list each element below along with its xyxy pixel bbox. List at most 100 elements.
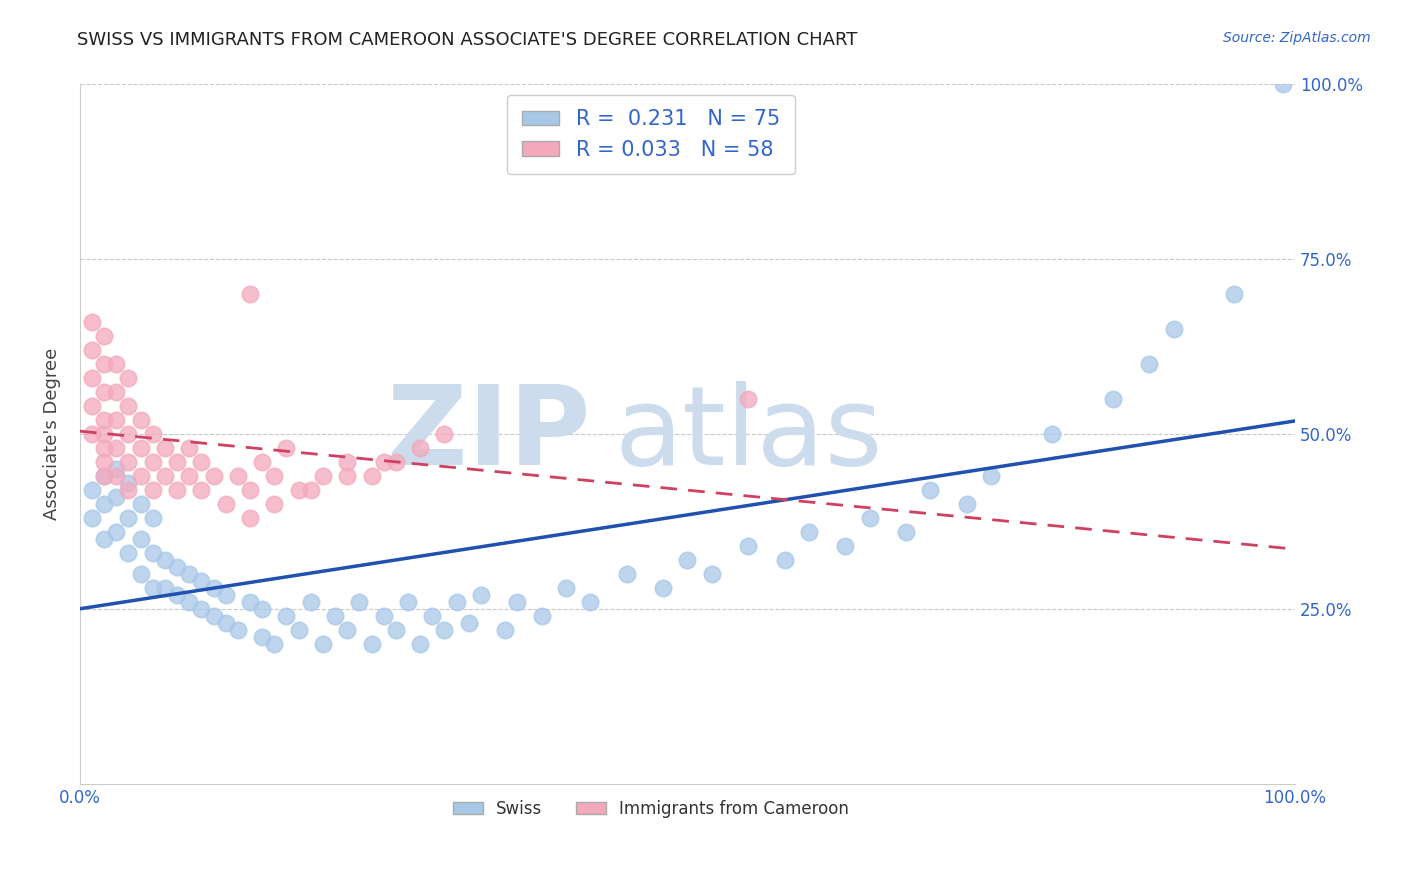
Point xyxy=(93,385,115,400)
Point xyxy=(80,427,103,442)
Point xyxy=(190,455,212,469)
Text: ZIP: ZIP xyxy=(387,381,591,488)
Point xyxy=(190,602,212,616)
Point xyxy=(506,595,529,609)
Point xyxy=(980,469,1002,483)
Point xyxy=(420,608,443,623)
Point xyxy=(579,595,602,609)
Point xyxy=(202,469,225,483)
Point xyxy=(530,608,553,623)
Point xyxy=(166,483,188,497)
Point xyxy=(117,476,139,491)
Point xyxy=(797,524,820,539)
Point xyxy=(470,588,492,602)
Point xyxy=(360,637,382,651)
Point xyxy=(93,497,115,511)
Point xyxy=(80,399,103,413)
Point xyxy=(142,455,165,469)
Point xyxy=(93,413,115,427)
Point xyxy=(153,469,176,483)
Point xyxy=(555,581,578,595)
Point xyxy=(142,581,165,595)
Text: Source: ZipAtlas.com: Source: ZipAtlas.com xyxy=(1223,31,1371,45)
Point xyxy=(239,287,262,301)
Point xyxy=(93,427,115,442)
Point xyxy=(616,566,638,581)
Point xyxy=(336,469,359,483)
Point xyxy=(494,623,516,637)
Point xyxy=(336,455,359,469)
Point xyxy=(93,357,115,371)
Point xyxy=(433,427,456,442)
Point xyxy=(93,469,115,483)
Point xyxy=(385,623,408,637)
Point xyxy=(920,483,942,497)
Point xyxy=(299,483,322,497)
Point xyxy=(93,441,115,455)
Point xyxy=(93,329,115,343)
Point xyxy=(373,455,395,469)
Point xyxy=(80,371,103,385)
Point xyxy=(226,469,249,483)
Point xyxy=(737,392,759,406)
Point xyxy=(1137,357,1160,371)
Point xyxy=(142,546,165,560)
Point xyxy=(287,483,309,497)
Point xyxy=(323,608,346,623)
Point xyxy=(117,427,139,442)
Point xyxy=(1040,427,1063,442)
Legend: Swiss, Immigrants from Cameroon: Swiss, Immigrants from Cameroon xyxy=(446,793,856,824)
Point xyxy=(239,595,262,609)
Point xyxy=(80,315,103,329)
Point xyxy=(202,608,225,623)
Point xyxy=(166,560,188,574)
Point xyxy=(385,455,408,469)
Point xyxy=(215,615,238,630)
Point xyxy=(312,469,335,483)
Point xyxy=(263,637,285,651)
Point xyxy=(93,469,115,483)
Point xyxy=(834,539,856,553)
Point xyxy=(153,581,176,595)
Text: SWISS VS IMMIGRANTS FROM CAMEROON ASSOCIATE'S DEGREE CORRELATION CHART: SWISS VS IMMIGRANTS FROM CAMEROON ASSOCI… xyxy=(77,31,858,49)
Y-axis label: Associate's Degree: Associate's Degree xyxy=(44,348,60,520)
Point xyxy=(312,637,335,651)
Point xyxy=(117,511,139,525)
Point xyxy=(433,623,456,637)
Point xyxy=(179,566,201,581)
Point xyxy=(190,483,212,497)
Point xyxy=(215,497,238,511)
Point xyxy=(105,413,128,427)
Point xyxy=(226,623,249,637)
Point xyxy=(349,595,371,609)
Point xyxy=(93,532,115,546)
Point xyxy=(1223,287,1246,301)
Point xyxy=(287,623,309,637)
Point xyxy=(117,399,139,413)
Point xyxy=(179,441,201,455)
Point xyxy=(263,469,285,483)
Point xyxy=(737,539,759,553)
Point xyxy=(142,483,165,497)
Point xyxy=(215,588,238,602)
Point xyxy=(1271,78,1294,92)
Point xyxy=(105,524,128,539)
Point xyxy=(166,455,188,469)
Point xyxy=(117,455,139,469)
Point xyxy=(202,581,225,595)
Point xyxy=(773,553,796,567)
Point xyxy=(409,637,432,651)
Point xyxy=(409,441,432,455)
Point xyxy=(117,371,139,385)
Point xyxy=(142,511,165,525)
Point xyxy=(1163,322,1185,336)
Point xyxy=(239,483,262,497)
Point xyxy=(446,595,468,609)
Point xyxy=(250,630,273,644)
Point xyxy=(896,524,918,539)
Point xyxy=(80,511,103,525)
Point xyxy=(700,566,723,581)
Point xyxy=(105,462,128,476)
Point xyxy=(166,588,188,602)
Point xyxy=(117,546,139,560)
